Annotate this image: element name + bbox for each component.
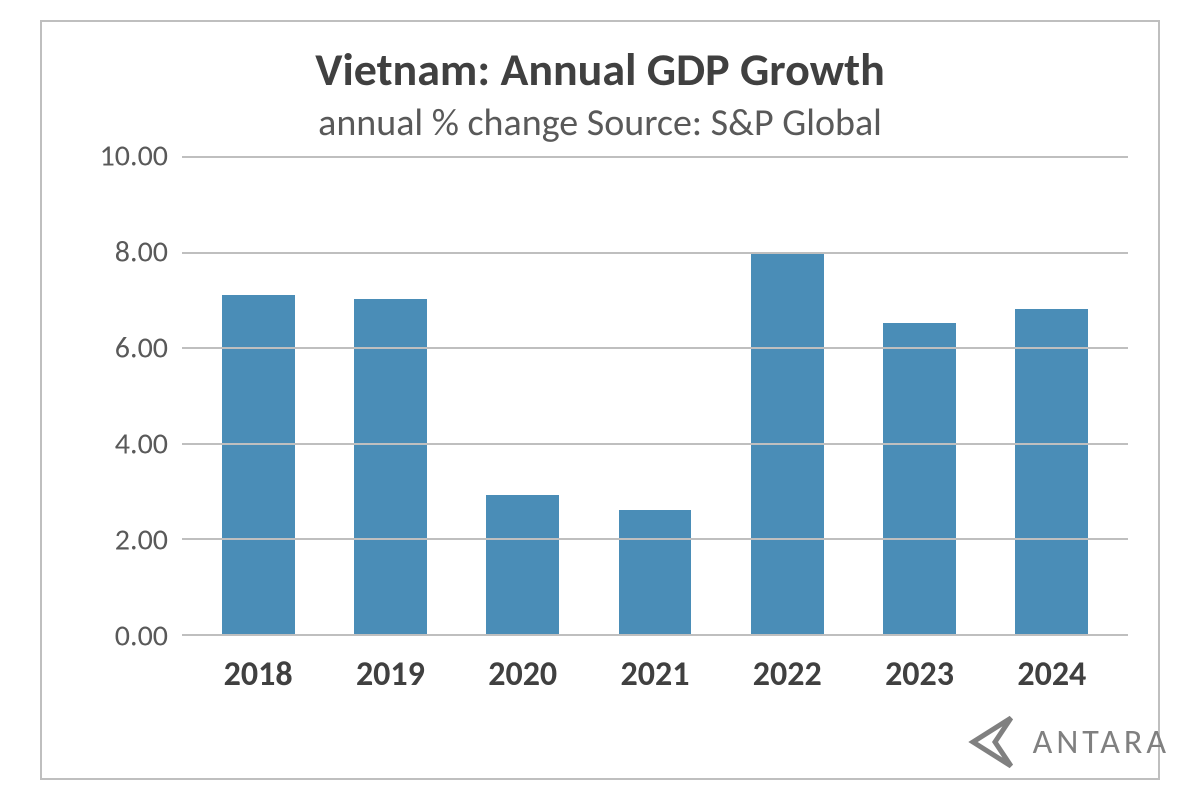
y-tick-label: 2.00 — [115, 522, 168, 559]
x-tick-label: 2021 — [589, 654, 721, 695]
x-tick-label: 2024 — [986, 654, 1118, 695]
y-tick-label: 10.00 — [100, 138, 168, 175]
grid-line — [182, 252, 1128, 254]
title-block: Vietnam: Annual GDP Growth annual % chan… — [72, 42, 1128, 146]
bar — [1015, 309, 1088, 634]
chart-container: Vietnam: Annual GDP Growth annual % chan… — [40, 20, 1160, 780]
x-tick-label: 2022 — [721, 654, 853, 695]
bar — [222, 295, 295, 634]
y-tick-label: 0.00 — [115, 618, 168, 655]
bars-group — [182, 156, 1128, 634]
watermark: ANTARA — [961, 714, 1170, 770]
watermark-icon — [961, 714, 1021, 770]
bar — [486, 495, 559, 634]
grid-line — [182, 634, 1128, 636]
bar-slot — [324, 156, 456, 634]
grid-line — [182, 538, 1128, 540]
grid-line — [182, 347, 1128, 349]
x-axis: 2018201920202021202220232024 — [182, 654, 1128, 695]
watermark-text: ANTARA — [1033, 722, 1170, 763]
chart-title: Vietnam: Annual GDP Growth — [72, 42, 1128, 98]
x-tick-label: 2023 — [853, 654, 985, 695]
chart-subtitle: annual % change Source: S&P Global — [72, 100, 1128, 146]
y-tick-label: 6.00 — [115, 330, 168, 367]
y-tick-label: 8.00 — [115, 234, 168, 271]
y-tick-label: 4.00 — [115, 426, 168, 463]
grid-line — [182, 443, 1128, 445]
bar-slot — [589, 156, 721, 634]
bar-slot — [192, 156, 324, 634]
bar — [619, 510, 692, 634]
plot-area — [182, 156, 1128, 636]
x-tick-label: 2020 — [457, 654, 589, 695]
x-tick-label: 2019 — [324, 654, 456, 695]
bar — [883, 323, 956, 634]
x-tick-label: 2018 — [192, 654, 324, 695]
bar-slot — [853, 156, 985, 634]
y-axis: 0.002.004.006.008.0010.00 — [72, 156, 182, 636]
bar-slot — [986, 156, 1118, 634]
bar-slot — [721, 156, 853, 634]
bar — [354, 299, 427, 634]
plot-wrap: 0.002.004.006.008.0010.00 — [72, 156, 1128, 636]
grid-line — [182, 156, 1128, 158]
bar-slot — [457, 156, 589, 634]
